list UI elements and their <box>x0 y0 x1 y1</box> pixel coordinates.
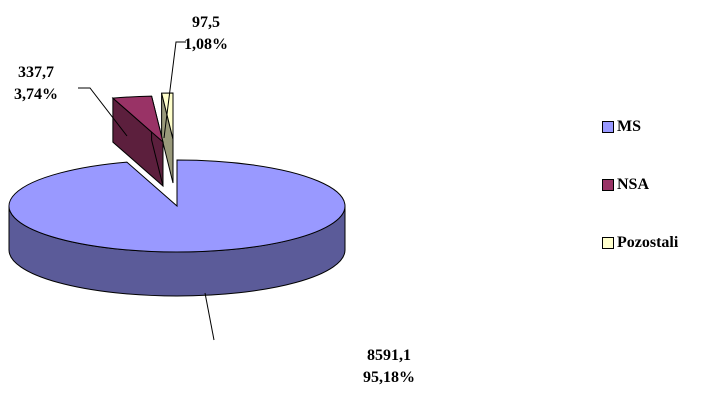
pie-sides <box>8 92 346 297</box>
legend-label-nsa: NSA <box>617 176 650 193</box>
slice-value-nsa: 337,7 <box>18 64 54 81</box>
slice-pozostali <box>160 92 174 140</box>
slice-value-pozostali: 97,5 <box>192 14 220 31</box>
slice-value-ms: 8591,1 <box>367 347 411 364</box>
legend-swatch-ms <box>602 121 614 133</box>
legend-item-nsa: NSA <box>602 174 678 196</box>
legend-swatch-nsa <box>602 179 614 191</box>
slice-percent-nsa: 3,74% <box>14 86 58 103</box>
legend: MS NSA Pozostali <box>602 116 678 290</box>
slice-label-pozostali: 97,5 1,08% <box>184 12 228 56</box>
legend-item-ms: MS <box>602 116 678 138</box>
legend-label-ms: MS <box>617 118 641 135</box>
leader-line-nsa <box>78 87 128 137</box>
leader-line-ms <box>204 292 215 341</box>
slice-percent-pozostali: 1,08% <box>184 36 228 53</box>
slice-label-ms: 8591,1 95,18% <box>363 345 415 389</box>
legend-label-pozostali: Pozostali <box>617 234 679 251</box>
legend-item-pozostali: Pozostali <box>602 232 678 254</box>
pie-tops <box>8 92 346 253</box>
slice-label-nsa: 337,7 3,74% <box>14 62 58 106</box>
leader-line-pozostali <box>163 41 186 139</box>
legend-swatch-pozostali <box>602 237 614 249</box>
slice-percent-ms: 95,18% <box>363 369 415 386</box>
slice-nsa <box>111 95 164 144</box>
slice-ms <box>8 159 346 253</box>
